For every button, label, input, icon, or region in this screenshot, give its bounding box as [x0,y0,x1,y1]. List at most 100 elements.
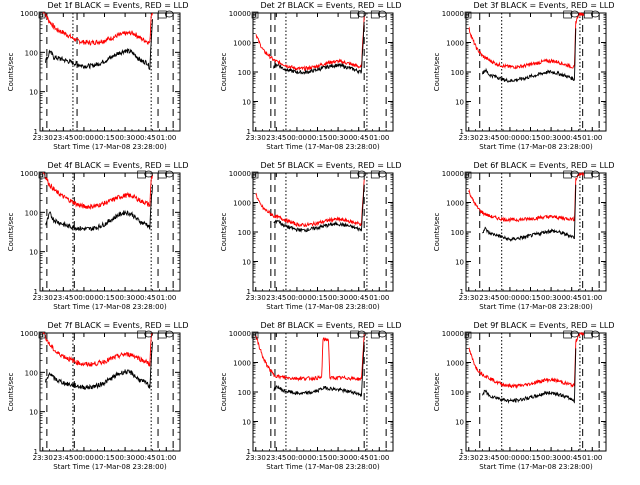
corner-marker [38,171,46,179]
x-tick-label: 00:30 [328,454,348,462]
event-marker-box [583,10,593,19]
corner-marker [38,11,46,19]
red-lld-series [42,12,153,46]
x-tick-label: 00:15 [520,134,540,142]
event-marker-box [370,10,380,19]
x-tick-label: 00:15 [94,134,114,142]
x-tick-label: 00:00 [74,294,94,302]
detector-panel-5: Det 5f BLACK = Events, RED = LLD 1 10 100 10… [220,161,402,311]
detector-panel-9: Det 9f BLACK = Events, RED = LLD 1 10 100 10… [433,321,615,471]
x-tick-label: 00:00 [74,134,94,142]
y-tick-label: 1000 [20,10,38,18]
y-axis-label: Counts/sec [433,213,441,252]
x-axis-label: Start Time (17-Mar-08 23:28:00) [479,143,593,151]
event-marker-box [563,10,573,19]
y-axis-label: Counts/sec [220,373,228,412]
y-tick-label: 10000 [229,170,251,178]
event-marker-circle [377,170,387,178]
y-tick-label: 1000 [233,360,251,368]
event-marker-circle [590,170,600,178]
y-tick-label: 10000 [229,10,251,18]
x-axis-label: Start Time (17-Mar-08 23:28:00) [479,303,593,311]
x-tick-label: 23:30 [246,454,266,462]
red-lld-series [468,171,585,223]
x-tick-label: 00:00 [500,294,520,302]
event-marker-circle [590,330,600,338]
y-tick-label: 100 [238,389,251,397]
x-tick-label: 00:30 [541,294,561,302]
x-tick-label: 00:30 [328,134,348,142]
y-tick-label: 1 [247,448,251,456]
x-tick-label: 23:45 [479,294,499,302]
y-tick-label: 10 [29,89,38,97]
x-tick-label: 01:00 [369,134,389,142]
red-lld-series [255,179,365,228]
y-tick-label: 1000 [446,200,464,208]
x-tick-label: 23:30 [459,134,479,142]
event-marker-box [370,170,380,179]
x-tick-label: 23:45 [53,454,73,462]
event-marker-circle [570,170,580,178]
corner-marker [251,331,259,339]
panel-title: Det 8f BLACK = Events, RED = LLD [260,321,401,330]
event-marker-box [157,10,167,19]
y-axis-label: Counts/sec [7,373,15,412]
red-lld-series [468,331,585,390]
x-tick-label: 00:00 [287,454,307,462]
x-tick-label: 00:30 [328,294,348,302]
panel-title: Det 1f BLACK = Events, RED = LLD [47,1,188,10]
x-tick-label: 01:00 [156,454,176,462]
x-tick-label: 00:15 [307,454,327,462]
corner-marker [38,331,46,339]
red-lld-series [42,332,153,368]
detector-panel-3: Det 3f BLACK = Events, RED = LLD 1 10 100 10… [433,1,615,151]
x-tick-label: 23:30 [459,454,479,462]
corner-marker [464,331,472,339]
y-axis-label: Counts/sec [220,53,228,92]
y-axis-label: Counts/sec [433,53,441,92]
plot-frame [252,332,394,452]
x-tick-label: 00:00 [287,294,307,302]
y-tick-label: 1 [34,448,38,456]
black-events-series [482,28,577,83]
detector-panel-2: Det 2f BLACK = Events, RED = LLD 1 10 100 10… [220,1,402,151]
y-tick-label: 1 [247,288,251,296]
y-axis-label: Counts/sec [7,213,15,252]
y-tick-label: 1000 [20,170,38,178]
x-axis-label: Start Time (17-Mar-08 23:28:00) [53,303,167,311]
x-tick-label: 00:15 [520,294,540,302]
event-marker-circle [144,330,154,338]
x-tick-label: 23:45 [479,134,499,142]
y-tick-label: 1000 [20,330,38,338]
x-tick-label: 00:30 [541,134,561,142]
detector-panel-8: Det 8f BLACK = Events, RED = LLD 1 10 100 10… [220,321,402,471]
x-tick-label: 00:15 [94,294,114,302]
x-tick-label: 00:45 [349,134,369,142]
x-tick-label: 00:45 [562,294,582,302]
corner-marker [251,171,259,179]
x-tick-label: 00:00 [500,454,520,462]
event-marker-circle [164,10,174,18]
event-marker-box [583,170,593,179]
event-marker-circle [144,170,154,178]
x-tick-label: 23:45 [53,134,73,142]
x-axis-label: Start Time (17-Mar-08 23:28:00) [53,463,167,471]
panel-title: Det 7f BLACK = Events, RED = LLD [47,321,188,330]
black-events-series [273,184,365,233]
x-tick-label: 01:00 [369,294,389,302]
detector-panel-7: Det 7f BLACK = Events, RED = LLD 1 10 100 10… [7,321,189,471]
plot-frame [252,12,394,132]
x-tick-label: 00:30 [115,454,135,462]
y-tick-label: 1 [460,128,464,136]
x-tick-label: 23:30 [33,294,53,302]
y-axis-label: Counts/sec [7,53,15,92]
event-marker-box [137,330,147,339]
y-tick-label: 100 [451,389,464,397]
event-marker-circle [357,10,367,18]
x-tick-label: 23:30 [246,294,266,302]
y-tick-label: 100 [238,69,251,77]
black-events-series [482,184,577,242]
plot-frame [39,172,181,292]
y-tick-label: 100 [25,369,38,377]
